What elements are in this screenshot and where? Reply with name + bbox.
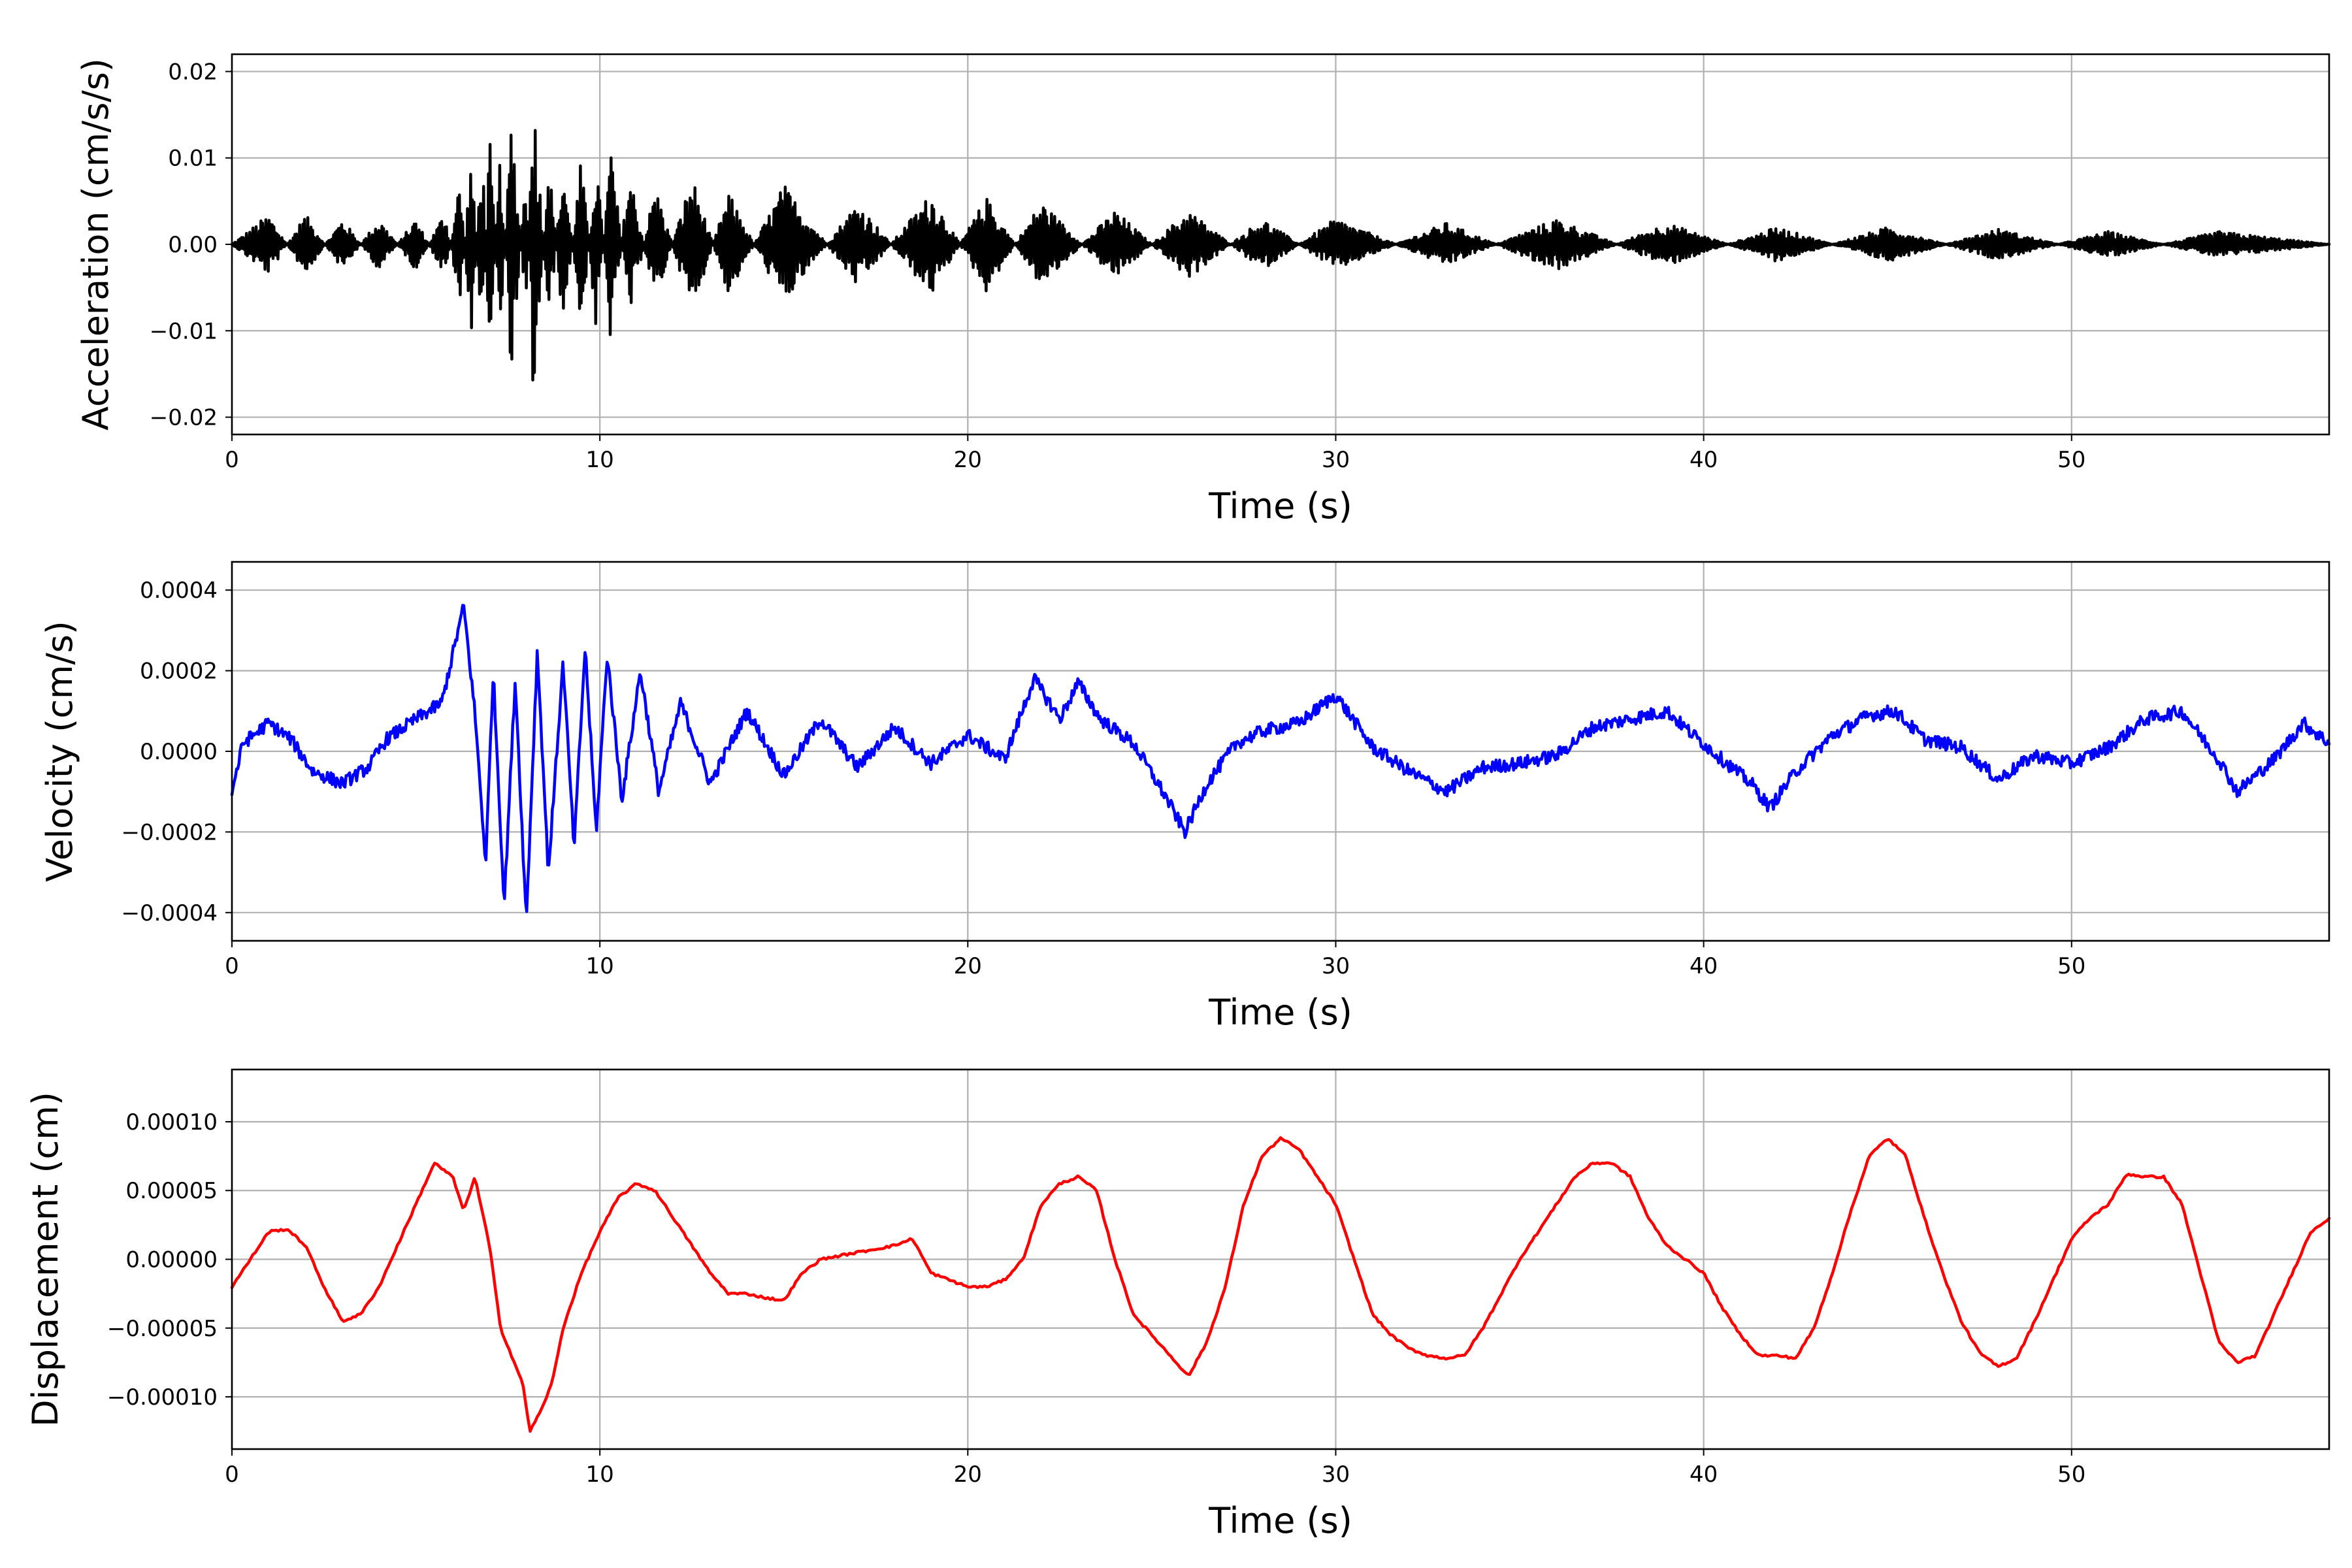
velocity-ytick-label-0: 0.0004 xyxy=(140,578,218,604)
acceleration-panel: 0 10 20 30 40 50 0.02 0.01 0.00 −0.01 −0.02 Time (s… xyxy=(75,53,2331,527)
velocity-ytick-label-2: 0.0000 xyxy=(140,739,218,765)
velocity-ytick-label-4: −0.0004 xyxy=(122,900,218,926)
displacement-x-axis-label: Time (s) xyxy=(1208,1500,1352,1541)
acceleration-x-axis-label: Time (s) xyxy=(1208,485,1352,527)
velocity-series-line xyxy=(230,604,2331,913)
displacement-ytick-label-4: −0.00010 xyxy=(107,1384,218,1411)
acceleration-xtick-label-4: 40 xyxy=(1690,447,1718,473)
displacement-ytick-label-1: 0.00005 xyxy=(125,1178,218,1204)
displacement-y-axis-label: Displacement (cm) xyxy=(25,1092,66,1427)
displacement-ytick-label-0: 0.00010 xyxy=(125,1109,218,1135)
velocity-xtick-label-4: 40 xyxy=(1690,953,1718,979)
acceleration-ytick-label-4: −0.02 xyxy=(150,405,218,431)
velocity-ytick-label-3: −0.0002 xyxy=(122,819,218,845)
velocity-xtick-label-5: 50 xyxy=(2057,953,2085,979)
acceleration-ytick-label-1: 0.01 xyxy=(168,146,218,172)
acceleration-xtick-label-0: 0 xyxy=(225,447,239,473)
displacement-xtick-label-2: 20 xyxy=(954,1462,982,1488)
acceleration-xtick-label-2: 20 xyxy=(954,447,982,473)
velocity-xtick-label-3: 30 xyxy=(1322,953,1350,979)
acceleration-y-axis-label: Acceleration (cm/s/s) xyxy=(75,58,116,431)
displacement-xtick-label-0: 0 xyxy=(225,1462,239,1488)
acceleration-xtick-label-1: 10 xyxy=(586,447,614,473)
displacement-xtick-label-1: 10 xyxy=(586,1462,614,1488)
acceleration-series-line xyxy=(230,129,2331,382)
acceleration-ytick-label-0: 0.02 xyxy=(168,59,218,85)
velocity-y-axis-label: Velocity (cm/s) xyxy=(39,621,80,882)
velocity-xtick-label-1: 10 xyxy=(586,953,614,979)
acceleration-xtick-label-3: 30 xyxy=(1322,447,1350,473)
velocity-xtick-label-2: 20 xyxy=(954,953,982,979)
velocity-ytick-label-1: 0.0002 xyxy=(140,659,218,685)
velocity-x-axis-label: Time (s) xyxy=(1208,992,1352,1033)
displacement-xtick-label-3: 30 xyxy=(1322,1462,1350,1488)
velocity-panel: 0 10 20 30 40 50 0.0004 0.0002 0.0000 −0.0002 −0.0… xyxy=(39,561,2331,1033)
displacement-ytick-label-2: 0.00000 xyxy=(125,1247,218,1273)
displacement-xtick-label-5: 50 xyxy=(2057,1462,2085,1488)
displacement-ytick-label-3: −0.00005 xyxy=(107,1316,218,1342)
displacement-xtick-label-4: 40 xyxy=(1690,1462,1718,1488)
acceleration-ytick-label-2: 0.00 xyxy=(168,232,218,258)
acceleration-ytick-label-3: −0.01 xyxy=(150,318,218,344)
acceleration-xtick-label-5: 50 xyxy=(2057,447,2085,473)
velocity-xtick-label-0: 0 xyxy=(225,953,239,979)
displacement-series-line xyxy=(230,1136,2331,1433)
displacement-panel: 0 10 20 30 40 50 0.00010 0.00005 0.00000 −0.00005… xyxy=(25,1068,2331,1541)
